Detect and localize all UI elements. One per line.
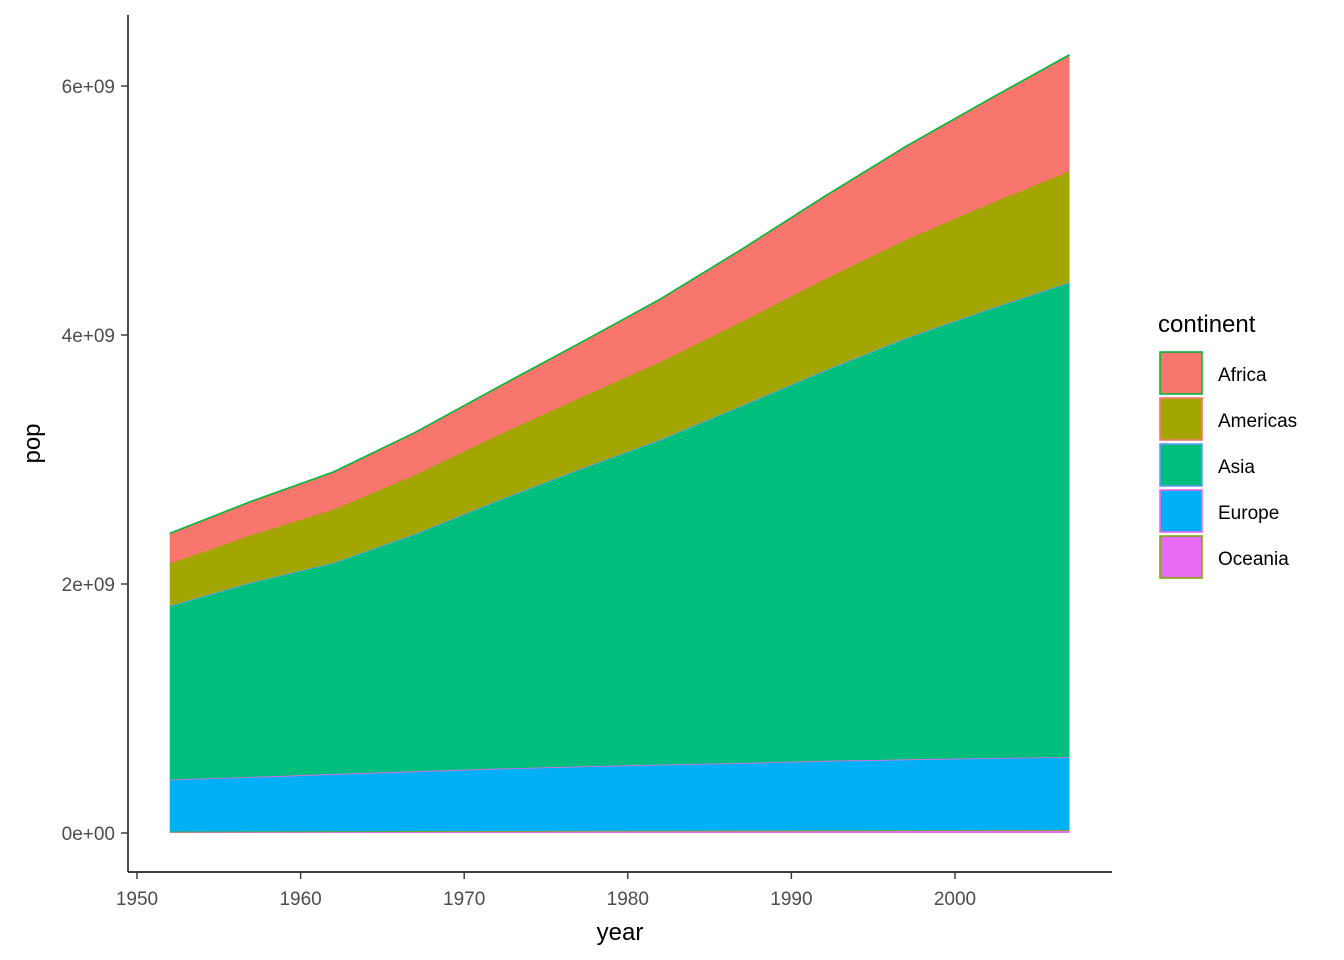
area-europe	[169, 756, 1070, 832]
x-tick-label: 1980	[607, 889, 649, 910]
area-outline-africa	[169, 54, 1070, 535]
x-axis-title: year	[597, 919, 644, 946]
x-tick-label: 1990	[770, 889, 812, 910]
y-tick-label: 2e+09	[62, 575, 115, 596]
x-tick-label: 2000	[934, 889, 976, 910]
area-layers	[169, 54, 1070, 833]
legend-key-oceania	[1159, 535, 1203, 579]
legend-label-asia: Asia	[1218, 457, 1255, 478]
legend-key-africa	[1159, 351, 1203, 395]
legend-label-europe: Europe	[1218, 503, 1279, 524]
legend: continent Africa Americas Asia Europe Oceani…	[1158, 311, 1297, 579]
y-tick-label: 6e+09	[62, 77, 115, 98]
legend-items: Africa Americas Asia Europe Oceania	[1159, 351, 1297, 579]
legend-label-americas: Americas	[1218, 411, 1297, 432]
legend-title: continent	[1158, 311, 1256, 338]
x-tick-label: 1950	[116, 889, 158, 910]
x-axis: 1950 1960 1970 1980 1990 2000	[116, 871, 1112, 910]
y-tick-label: 0e+00	[62, 824, 115, 845]
area-asia	[169, 282, 1070, 780]
legend-label-oceania: Oceania	[1218, 549, 1289, 570]
y-axis: 0e+00 2e+09 4e+09 6e+09	[62, 15, 129, 872]
y-tick-label: 4e+09	[62, 326, 115, 347]
legend-key-europe	[1159, 489, 1203, 533]
y-axis-title: pop	[19, 423, 46, 463]
x-tick-label: 1970	[443, 889, 485, 910]
legend-label-africa: Africa	[1218, 365, 1267, 386]
legend-key-asia	[1159, 443, 1203, 487]
x-tick-label: 1960	[279, 889, 321, 910]
area-outline-oceania	[169, 829, 1070, 833]
area-americas	[169, 170, 1070, 606]
legend-key-americas	[1159, 397, 1203, 441]
